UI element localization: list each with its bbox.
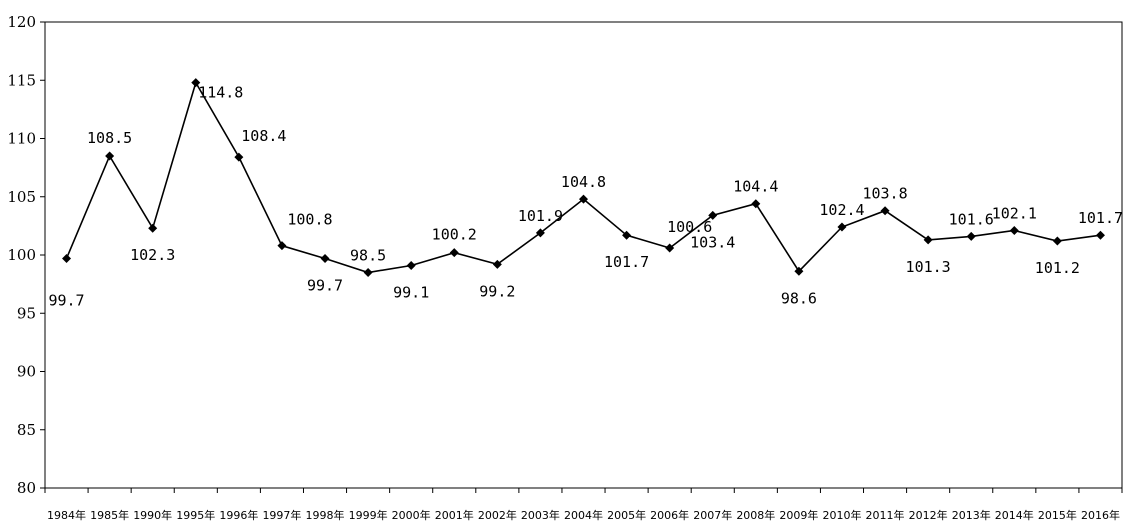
data-point-marker <box>837 222 847 232</box>
y-tick-label: 80 <box>17 479 36 497</box>
data-point-marker <box>234 152 244 162</box>
data-label: 98.6 <box>781 289 817 307</box>
data-point-marker <box>449 248 459 258</box>
data-point-marker <box>622 230 632 240</box>
y-tick-label: 85 <box>17 421 36 439</box>
x-tick-label: 1985年 <box>90 508 129 522</box>
x-tick-label: 2015年 <box>1038 508 1077 522</box>
x-tick-label: 2004年 <box>564 508 603 522</box>
x-tick-label: 1990年 <box>133 508 172 522</box>
data-label: 99.1 <box>393 283 429 301</box>
x-tick-label: 2012年 <box>909 508 948 522</box>
data-point-marker <box>320 253 330 263</box>
x-tick-label: 1996年 <box>219 508 258 522</box>
data-label: 100.8 <box>287 211 332 229</box>
data-point-marker <box>492 259 502 269</box>
data-label: 99.2 <box>479 282 515 300</box>
data-point-marker <box>62 253 72 263</box>
x-tick-label: 1995年 <box>176 508 215 522</box>
data-point-marker <box>579 194 588 204</box>
x-tick-label: 2009年 <box>779 508 818 522</box>
data-label: 102.4 <box>819 201 864 219</box>
x-tick-label: 2003年 <box>521 508 560 522</box>
data-point-marker <box>1052 236 1062 246</box>
data-label: 103.4 <box>690 233 735 251</box>
data-label: 101.9 <box>518 207 563 225</box>
data-label: 99.7 <box>307 276 343 294</box>
x-tick-label: 1984年 <box>47 508 86 522</box>
data-point-marker <box>363 267 373 277</box>
y-tick-label: 105 <box>7 188 36 206</box>
x-tick-label: 2016年 <box>1081 508 1120 522</box>
data-point-marker <box>277 241 287 251</box>
data-point-marker <box>148 223 158 233</box>
series-group <box>62 78 1105 277</box>
data-point-marker <box>751 199 761 209</box>
data-label: 101.3 <box>906 258 951 276</box>
data-label: 101.6 <box>949 210 994 228</box>
data-label: 104.8 <box>561 173 606 191</box>
data-label: 114.8 <box>198 84 243 102</box>
x-tick-label: 2002年 <box>478 508 517 522</box>
data-label: 101.7 <box>604 253 649 271</box>
data-label: 101.7 <box>1078 209 1123 227</box>
data-point-marker <box>966 231 976 241</box>
x-tick-label: 2000年 <box>392 508 431 522</box>
x-tick-label: 2014年 <box>995 508 1034 522</box>
data-labels-group: 99.7 108.5 102.3 114.8 108.4 100.8 99.7 98.5 99.… <box>48 84 1123 310</box>
x-tick-label: 1999年 <box>349 508 388 522</box>
data-label: 101.2 <box>1035 259 1080 277</box>
y-axis: 80 85 90 95 100 105 110 115 120 <box>7 13 1123 497</box>
data-label: 98.5 <box>350 246 386 264</box>
x-tick-label: 2011年 <box>866 508 905 522</box>
data-point-marker <box>105 151 115 161</box>
y-tick-label: 120 <box>7 13 36 31</box>
x-tick-label: 1997年 <box>262 508 301 522</box>
data-label: 104.4 <box>733 178 778 196</box>
data-point-marker <box>1095 230 1105 240</box>
y-tick-label: 95 <box>17 304 36 322</box>
data-label: 100.6 <box>667 218 712 236</box>
x-tick-label: 2013年 <box>952 508 991 522</box>
y-tick-label: 110 <box>7 130 36 148</box>
data-point-marker <box>191 78 201 88</box>
data-point-marker <box>535 228 545 238</box>
data-label: 99.7 <box>48 291 84 309</box>
data-point-marker <box>923 235 933 245</box>
x-tick-label: 2010年 <box>822 508 861 522</box>
x-tick-label: 2008年 <box>736 508 775 522</box>
data-point-marker <box>665 243 675 253</box>
data-point-marker <box>794 266 804 276</box>
y-tick-label: 90 <box>17 363 36 381</box>
data-label: 102.3 <box>130 246 175 264</box>
y-tick-label: 115 <box>7 71 36 89</box>
data-label: 102.1 <box>992 205 1037 223</box>
data-label: 100.2 <box>432 226 477 244</box>
data-label: 108.4 <box>241 127 286 145</box>
y-tick-label: 100 <box>7 246 36 264</box>
data-point-marker <box>708 210 718 220</box>
x-tick-label: 2001年 <box>435 508 474 522</box>
data-label: 103.8 <box>862 185 907 203</box>
data-label: 108.5 <box>87 129 132 147</box>
data-point-marker <box>406 260 416 270</box>
x-tick-label: 1998年 <box>306 508 345 522</box>
x-axis: 1984年 1985年 1990年 1995年 1996年 1997年 1998年 1999年… <box>44 488 1123 522</box>
x-tick-label: 2007年 <box>693 508 732 522</box>
x-tick-label: 2006年 <box>650 508 689 522</box>
data-point-marker <box>880 206 890 216</box>
x-tick-label: 2005年 <box>607 508 646 522</box>
data-point-marker <box>1009 226 1019 236</box>
